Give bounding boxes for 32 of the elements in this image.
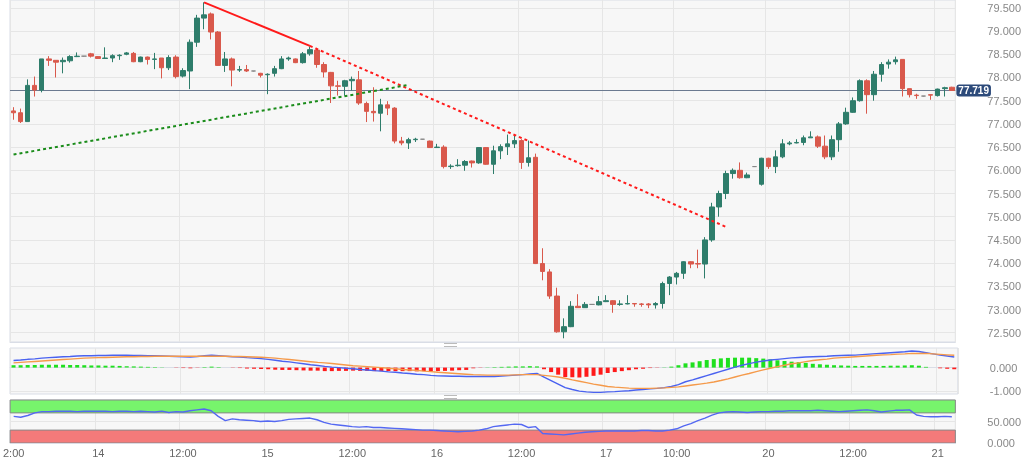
y-tick-label: 76.500 [987,141,1022,154]
y-tick-label: 50.000 [987,415,1022,428]
y-tick-label: 74.500 [987,233,1022,246]
y-tick-label: -1.000 [989,385,1022,398]
y-tick-label: 72.500 [987,326,1022,339]
y-tick-label: 78.500 [987,48,1022,61]
y-tick-label: 77.000 [987,117,1022,130]
x-tick-label: 21 [931,446,944,458]
y-tick-label: 77.500 [987,94,1022,107]
x-tick-label: 2:00 [2,446,25,458]
y-tick-label: 75.000 [987,210,1022,223]
x-tick-label: 14 [92,446,105,458]
y-tick-label: 79.000 [987,25,1022,38]
x-tick-label: 16 [430,446,444,458]
y-tick-label: 78.000 [987,71,1022,84]
y-tick-label: 0.000 [989,361,1018,374]
y-tick-label: 75.500 [987,187,1022,200]
ref-line-label: 77.719 [958,84,990,96]
y-tick-label: 76.000 [987,164,1022,177]
x-tick-label: 12:00 [338,446,367,458]
x-tick-label: 12:00 [839,446,867,458]
y-tick-label: 73.000 [987,303,1022,316]
x-tick-label: 12:00 [507,446,536,458]
x-tick-label: 12:00 [169,446,197,458]
x-tick-label: 15 [261,446,274,458]
x-tick-label: 20 [762,446,775,458]
x-tick-label: 10:00 [662,446,691,458]
x-tick-label: 17 [600,446,613,458]
y-tick-label: 79.500 [987,1,1022,14]
y-tick-label: 0.000 [987,437,1015,449]
y-tick-label: 73.500 [987,280,1022,293]
y-tick-label: 74.000 [987,257,1022,270]
